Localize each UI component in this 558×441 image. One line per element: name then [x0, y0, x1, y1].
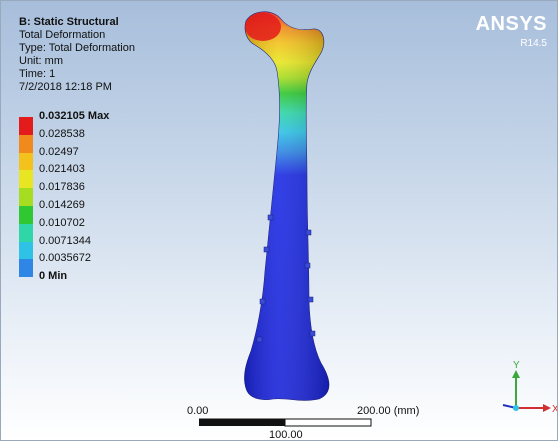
fixture-markers — [256, 214, 316, 343]
triad-origin — [513, 405, 519, 411]
legend-label: 0.010702 — [39, 216, 85, 229]
result-type: Type: Total Deformation — [19, 42, 135, 54]
legend-label: 0.028538 — [39, 127, 85, 140]
y-axis-label: Y — [513, 360, 520, 371]
legend-label: 0.021403 — [39, 163, 85, 176]
y-axis-arrow — [512, 370, 520, 378]
result-info-panel: B: Static Structural Total Deformation T… — [19, 16, 135, 94]
legend-swatch — [19, 241, 33, 260]
legend-label: 0.014269 — [39, 198, 85, 211]
legend-label: 0.032105 Max — [39, 110, 110, 122]
legend-swatch — [19, 205, 33, 224]
femoral-head — [245, 13, 281, 41]
legend-swatch — [19, 223, 33, 242]
legend-label: 0.0035672 — [39, 252, 91, 265]
legend-swatch — [19, 134, 33, 153]
femur-shading — [244, 11, 329, 401]
axis-triad[interactable]: Y X — [489, 356, 558, 426]
legend-swatch — [19, 259, 33, 278]
brand-name: ANSYS — [475, 13, 547, 35]
legend-swatch — [19, 170, 33, 189]
legend-swatch — [19, 152, 33, 171]
x-axis-label: X — [552, 404, 558, 415]
result-unit: Unit: mm — [19, 55, 63, 67]
x-axis-arrow — [543, 404, 551, 412]
result-name: Total Deformation — [19, 29, 106, 41]
brand-version: R14.5 — [520, 38, 547, 49]
legend-swatch — [19, 188, 33, 206]
legend-swatch — [19, 117, 33, 135]
legend-label: 0.0071344 — [39, 234, 91, 247]
result-timestamp: 7/2/2018 12:18 PM — [19, 81, 112, 93]
legend-label: 0.02497 — [39, 145, 79, 158]
legend-label: 0.017836 — [39, 181, 85, 194]
result-time: Time: 1 — [19, 68, 56, 80]
legend-label: 0 Min — [39, 270, 68, 283]
analysis-title: B: Static Structural — [19, 16, 119, 28]
ansys-logo: ANSYS R14.5 — [476, 13, 547, 49]
